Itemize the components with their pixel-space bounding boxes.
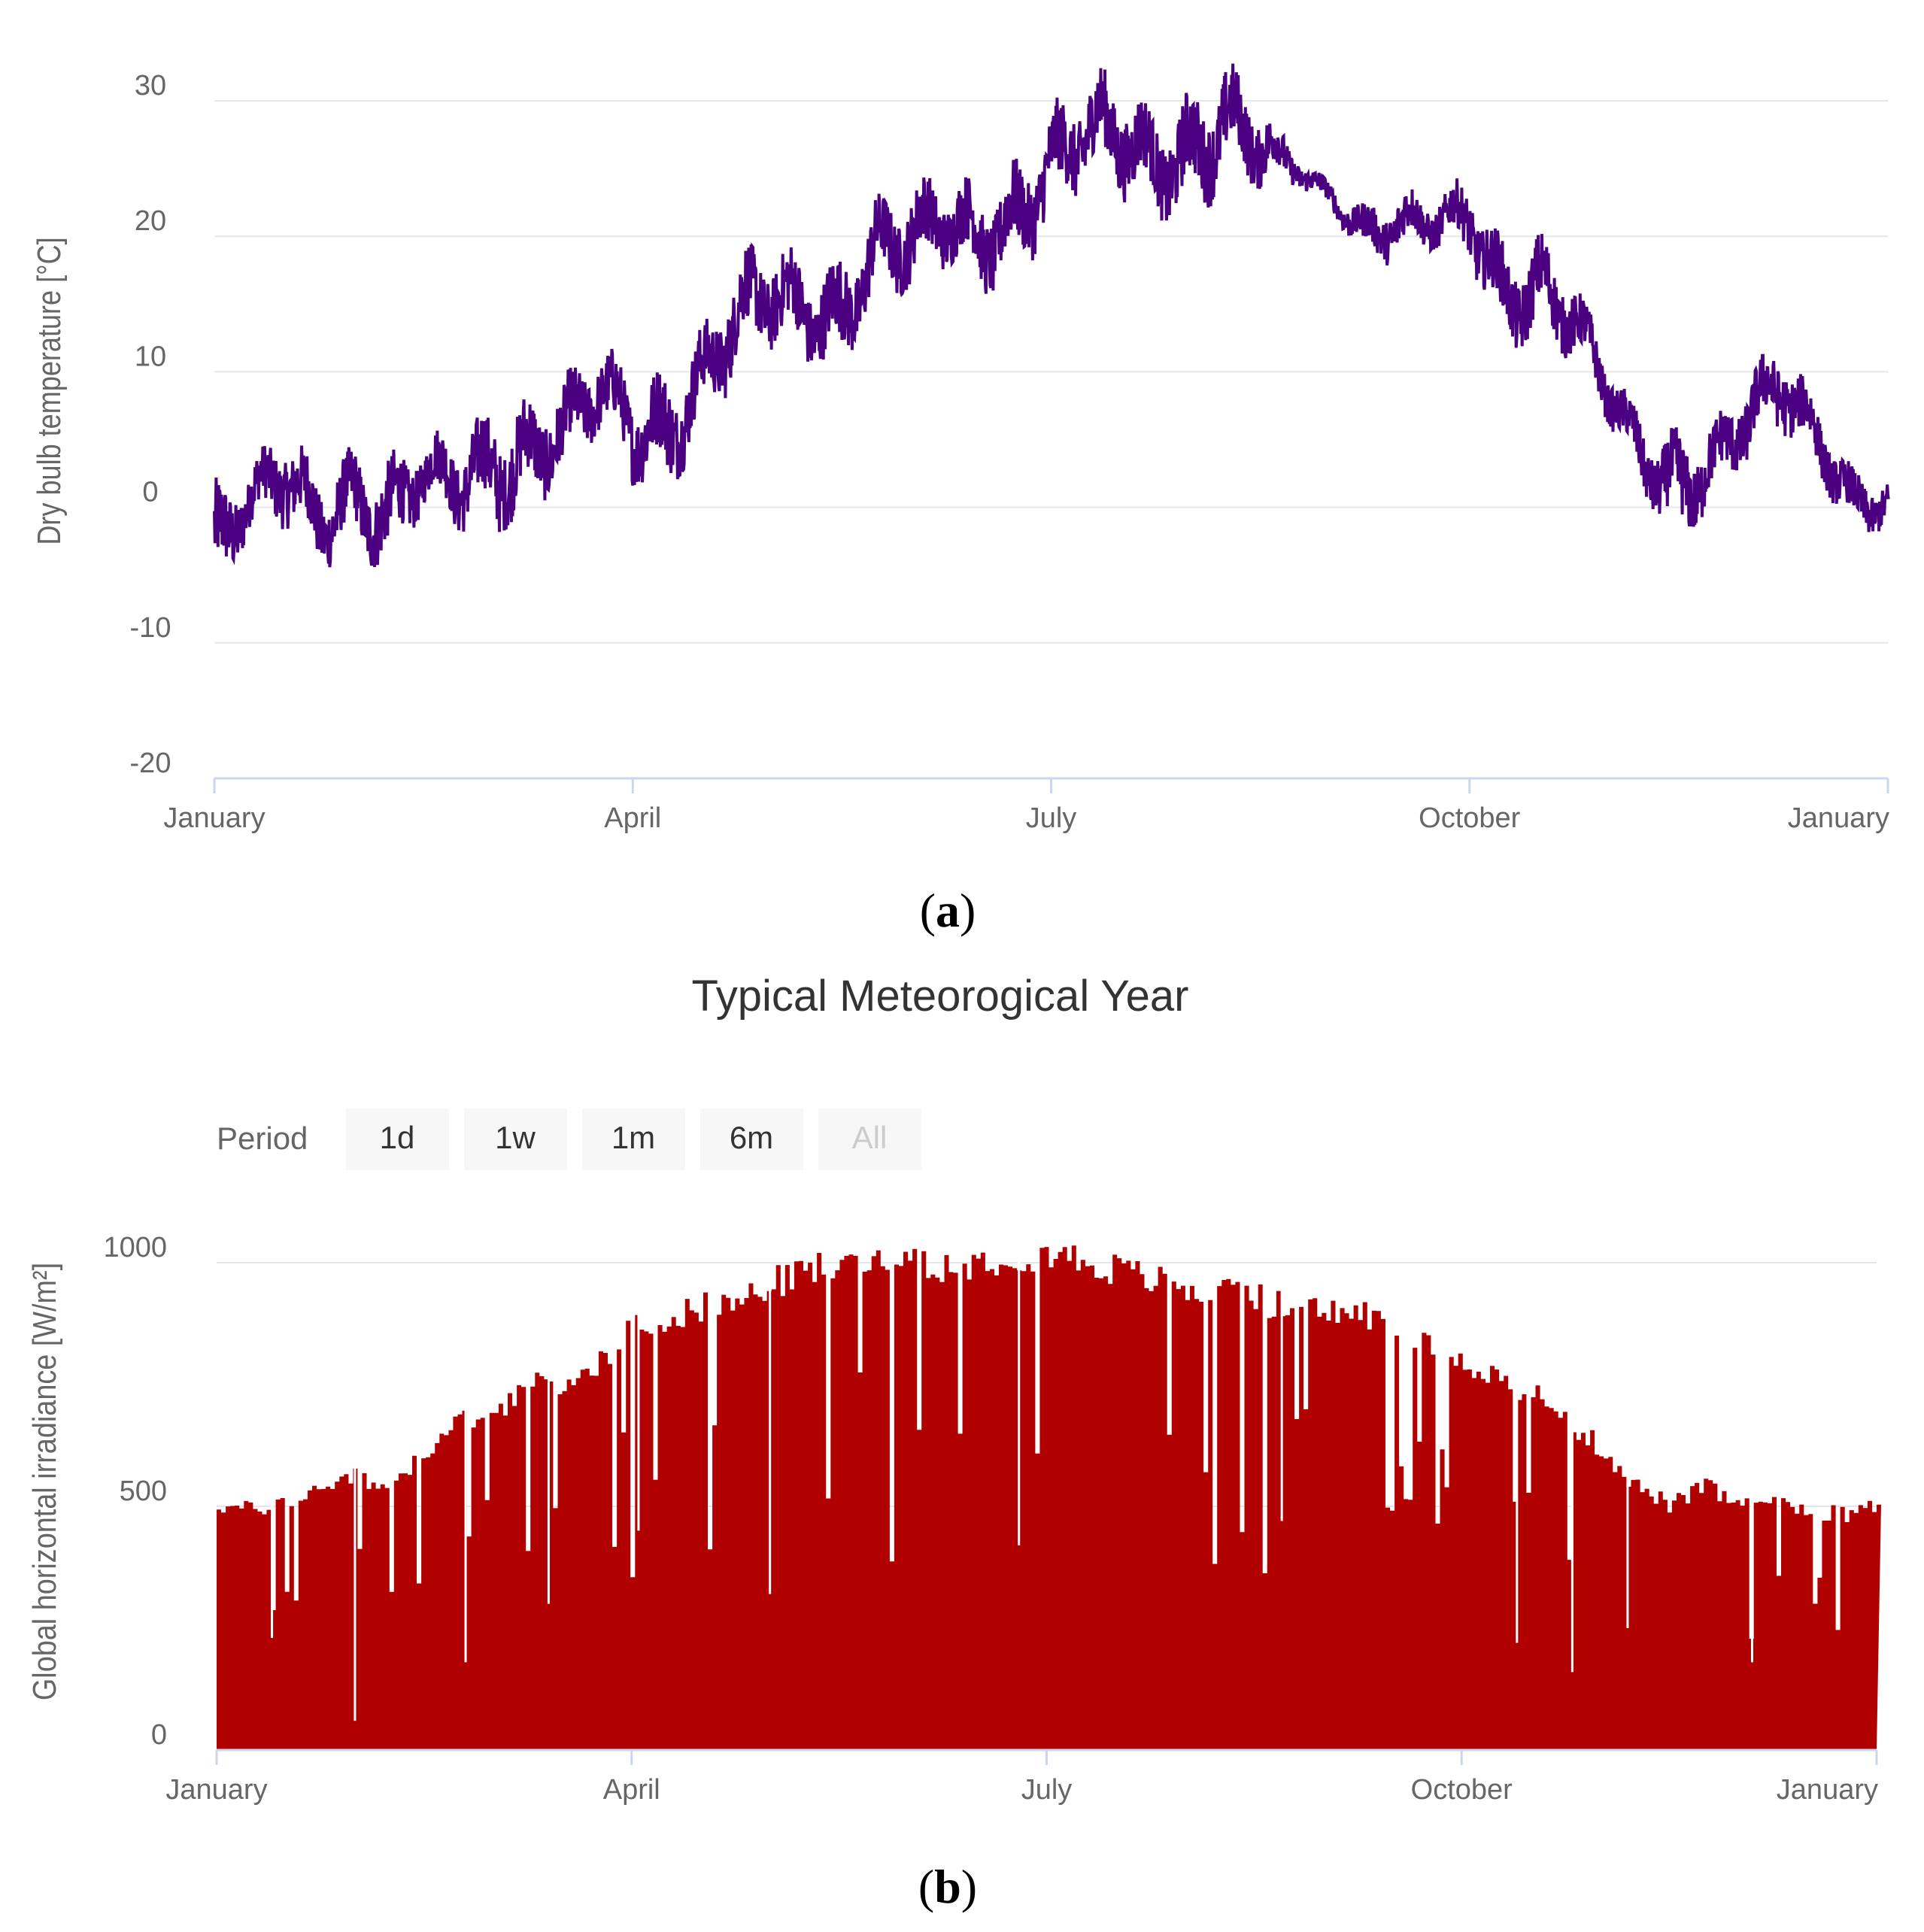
caption-b: (b) [918,1860,977,1913]
irradiance-series-area [217,1245,1881,1750]
irradiance-x-tick-label: July [1021,1774,1073,1806]
range-button-all-label: All [852,1120,888,1155]
irradiance-x-tick-label: April [603,1774,660,1806]
temperature-y-tick-label: 10 [135,341,166,372]
irradiance-cloudy-dips [271,1237,1753,1721]
caption-b-letter: b [934,1860,961,1913]
irradiance-chart-title: Typical Meteorogical Year [692,972,1189,1021]
irradiance-y-axis-title: Global horizontal irradiance [W/m²] [26,1263,62,1700]
range-button-1w-bg [464,1109,567,1170]
irradiance-x-tick-label: January [1777,1774,1878,1806]
temperature-series-line [213,63,1890,568]
range-button-all-bg [818,1109,921,1170]
range-button-6m[interactable]: 6m [700,1109,803,1170]
irradiance-y-tick-label: 500 [120,1476,167,1507]
irradiance-x-tick-labels: January April July October January [165,1750,1878,1806]
irradiance-y-tick-label: 0 [151,1719,167,1751]
irradiance-chart: Typical Meteorogical Year Period 1d 1w 1… [26,972,1881,1913]
range-button-6m-label: 6m [730,1120,773,1155]
irradiance-x-tick-label: January [165,1774,267,1806]
temperature-gridlines [214,100,1888,644]
range-button-1w-label: 1w [495,1120,536,1155]
temperature-y-tick-label: -10 [130,612,171,644]
range-button-1m-bg [582,1109,685,1170]
range-button-1m-label: 1m [611,1120,655,1155]
temperature-y-tick-label: 0 [142,477,158,508]
temperature-x-tick-label: October [1419,802,1521,834]
caption-a-letter: a [936,884,960,937]
temperature-x-tick-label: January [163,802,265,834]
temperature-x-tick-label: July [1026,802,1077,834]
range-button-1d-label: 1d [380,1120,415,1155]
caption-a: (a) [920,884,976,937]
temperature-y-tick-labels: 30 20 10 0 -10 -20 [130,70,171,779]
temperature-x-tick-labels: January April July October January [163,778,1889,834]
temperature-x-tick-label: January [1788,802,1889,834]
range-button-1w[interactable]: 1w [464,1109,567,1170]
temperature-y-tick-label: -20 [130,748,171,779]
range-button-6m-bg [700,1109,803,1170]
range-button-1d[interactable]: 1d [346,1109,449,1170]
irradiance-y-tick-label: 1000 [103,1232,167,1263]
irradiance-y-tick-labels: 1000 500 0 [103,1232,167,1751]
temperature-x-tick-label: April [604,802,661,834]
irradiance-x-tick-label: October [1411,1774,1513,1806]
range-button-1m[interactable]: 1m [582,1109,685,1170]
temperature-y-axis-title: Dry bulb temperature [°C] [31,237,68,544]
range-selector: Period 1d 1w 1m 6m All [217,1109,921,1170]
range-button-all[interactable]: All [818,1109,921,1170]
range-selector-label: Period [217,1121,308,1156]
temperature-y-tick-label: 20 [135,205,166,237]
temperature-y-tick-label: 30 [135,70,166,102]
range-button-1d-bg [346,1109,449,1170]
